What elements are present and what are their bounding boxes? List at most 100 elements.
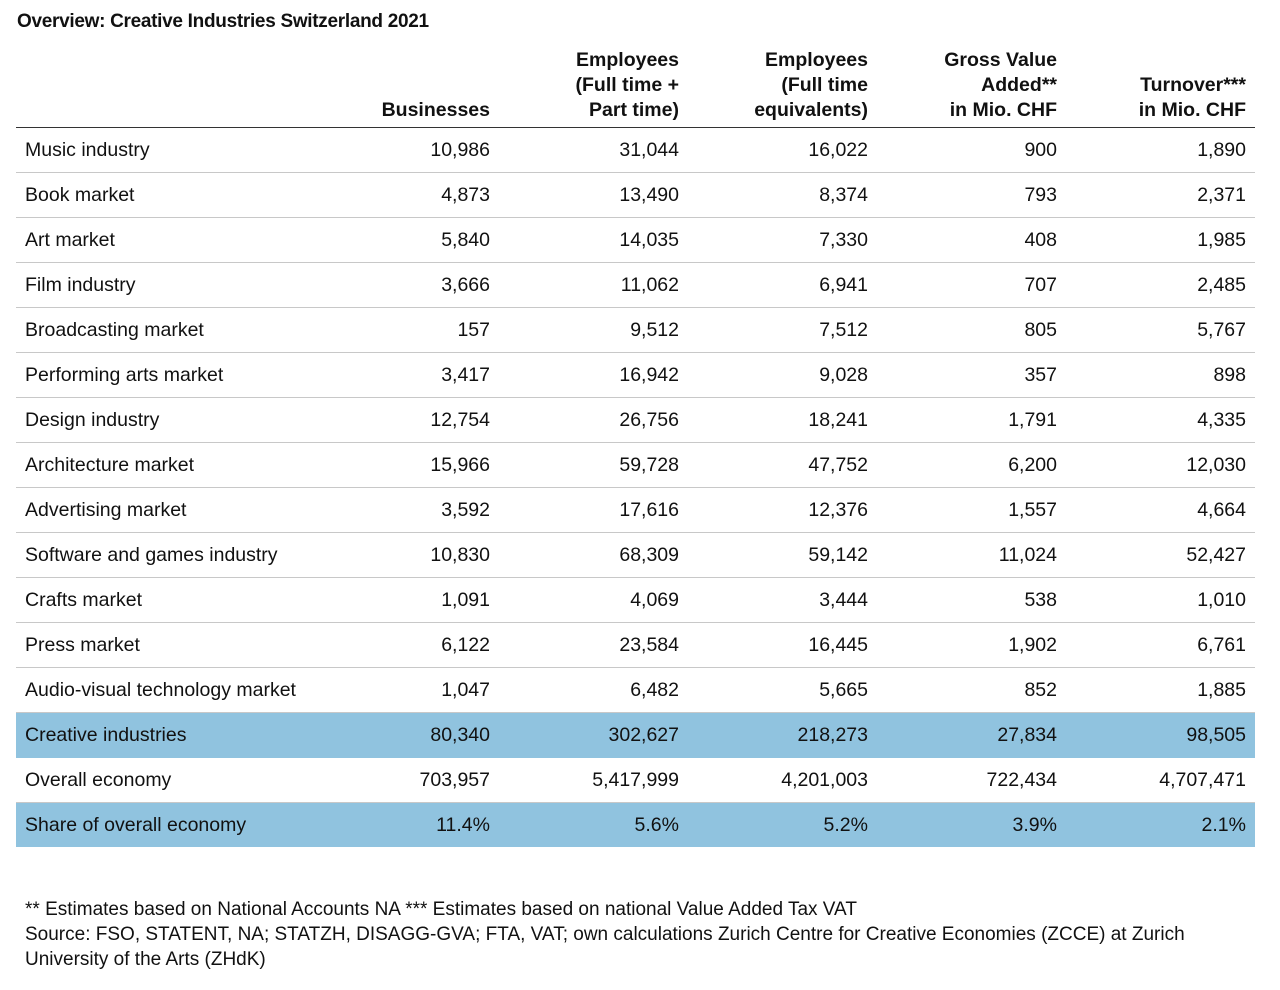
value-cell: 3,444 bbox=[688, 577, 877, 623]
row-label: Press market bbox=[16, 622, 316, 668]
value-cell: 7,512 bbox=[688, 307, 877, 353]
value-cell: 707 bbox=[877, 262, 1066, 308]
table-body: Music industry 10,986 31,044 16,022 900 1,890… bbox=[16, 127, 1255, 847]
row-label: Audio-visual technology market bbox=[16, 667, 316, 713]
value-cell: 4,201,003 bbox=[688, 757, 877, 803]
value-cell: 805 bbox=[877, 307, 1066, 353]
table-row: Art market 5,840 14,035 7,330 408 1,985 bbox=[16, 217, 1255, 263]
value-cell: 1,791 bbox=[877, 397, 1066, 443]
table-row: Share of overall economy 11.4% 5.6% 5.2% 3.9… bbox=[16, 802, 1255, 847]
value-cell: 3.9% bbox=[877, 802, 1066, 847]
value-cell: 14,035 bbox=[499, 217, 688, 263]
value-cell: 12,030 bbox=[1066, 442, 1255, 488]
table-row: Overall economy 703,957 5,417,999 4,201,003… bbox=[16, 757, 1255, 803]
value-cell: 703,957 bbox=[316, 757, 499, 803]
value-cell: 6,122 bbox=[316, 622, 499, 668]
value-cell: 5,840 bbox=[316, 217, 499, 263]
value-cell: 1,985 bbox=[1066, 217, 1255, 263]
value-cell: 3,666 bbox=[316, 262, 499, 308]
table-row: Advertising market 3,592 17,616 12,376 1,557… bbox=[16, 487, 1255, 533]
row-label: Film industry bbox=[16, 262, 316, 308]
row-label: Creative industries bbox=[16, 712, 316, 758]
value-cell: 5,767 bbox=[1066, 307, 1255, 353]
value-cell: 1,890 bbox=[1066, 127, 1255, 173]
value-cell: 68,309 bbox=[499, 532, 688, 578]
value-cell: 3,417 bbox=[316, 352, 499, 398]
value-cell: 1,885 bbox=[1066, 667, 1255, 713]
row-label: Performing arts market bbox=[16, 352, 316, 398]
table-row: Crafts market 1,091 4,069 3,444 538 1,010 bbox=[16, 577, 1255, 623]
row-label: Advertising market bbox=[16, 487, 316, 533]
value-cell: 16,022 bbox=[688, 127, 877, 173]
table-row: Software and games industry 10,830 68,309 5… bbox=[16, 532, 1255, 578]
value-cell: 23,584 bbox=[499, 622, 688, 668]
value-cell: 218,273 bbox=[688, 712, 877, 758]
row-label: Book market bbox=[16, 172, 316, 218]
value-cell: 898 bbox=[1066, 352, 1255, 398]
value-cell: 26,756 bbox=[499, 397, 688, 443]
header-cell bbox=[16, 48, 316, 128]
table-row: Audio-visual technology market 1,047 6,482… bbox=[16, 667, 1255, 713]
value-cell: 11,024 bbox=[877, 532, 1066, 578]
value-cell: 157 bbox=[316, 307, 499, 353]
value-cell: 5,417,999 bbox=[499, 757, 688, 803]
value-cell: 408 bbox=[877, 217, 1066, 263]
value-cell: 6,482 bbox=[499, 667, 688, 713]
row-label: Overall economy bbox=[16, 757, 316, 803]
footnotes: ** Estimates based on National Accounts … bbox=[25, 897, 1240, 972]
value-cell: 538 bbox=[877, 577, 1066, 623]
value-cell: 98,505 bbox=[1066, 712, 1255, 758]
row-label: Art market bbox=[16, 217, 316, 263]
value-cell: 900 bbox=[877, 127, 1066, 173]
column-header: Turnover*** in Mio. CHF bbox=[1066, 48, 1255, 128]
value-cell: 52,427 bbox=[1066, 532, 1255, 578]
value-cell: 15,966 bbox=[316, 442, 499, 488]
value-cell: 16,942 bbox=[499, 352, 688, 398]
value-cell: 6,761 bbox=[1066, 622, 1255, 668]
value-cell: 8,374 bbox=[688, 172, 877, 218]
table-row: Broadcasting market 157 9,512 7,512 805 5,767 bbox=[16, 307, 1255, 353]
value-cell: 80,340 bbox=[316, 712, 499, 758]
table-row: Performing arts market 3,417 16,942 9,028 35… bbox=[16, 352, 1255, 398]
value-cell: 27,834 bbox=[877, 712, 1066, 758]
value-cell: 1,010 bbox=[1066, 577, 1255, 623]
value-cell: 5.2% bbox=[688, 802, 877, 847]
source-note: Source: FSO, STATENT, NA; STATZH, DISAGG… bbox=[25, 924, 1185, 970]
column-header: Employees (Full time equivalents) bbox=[688, 48, 877, 128]
value-cell: 18,241 bbox=[688, 397, 877, 443]
value-cell: 12,754 bbox=[316, 397, 499, 443]
column-header: Businesses bbox=[316, 48, 499, 128]
row-label: Crafts market bbox=[16, 577, 316, 623]
table-row: Music industry 10,986 31,044 16,022 900 1,890 bbox=[16, 127, 1255, 173]
value-cell: 2,485 bbox=[1066, 262, 1255, 308]
value-cell: 1,902 bbox=[877, 622, 1066, 668]
table-title: Overview: Creative Industries Switzerlan… bbox=[17, 11, 429, 32]
value-cell: 4,664 bbox=[1066, 487, 1255, 533]
value-cell: 6,200 bbox=[877, 442, 1066, 488]
value-cell: 2.1% bbox=[1066, 802, 1255, 847]
value-cell: 4,707,471 bbox=[1066, 757, 1255, 803]
value-cell: 1,091 bbox=[316, 577, 499, 623]
value-cell: 357 bbox=[877, 352, 1066, 398]
row-label: Design industry bbox=[16, 397, 316, 443]
table-row: Press market 6,122 23,584 16,445 1,902 6,761 bbox=[16, 622, 1255, 668]
value-cell: 9,512 bbox=[499, 307, 688, 353]
value-cell: 722,434 bbox=[877, 757, 1066, 803]
row-label: Software and games industry bbox=[16, 532, 316, 578]
value-cell: 10,986 bbox=[316, 127, 499, 173]
value-cell: 31,044 bbox=[499, 127, 688, 173]
value-cell: 852 bbox=[877, 667, 1066, 713]
column-header: Employees (Full time + Part time) bbox=[499, 48, 688, 128]
value-cell: 2,371 bbox=[1066, 172, 1255, 218]
table-row: Design industry 12,754 26,756 18,241 1,791 4,… bbox=[16, 397, 1255, 443]
value-cell: 1,557 bbox=[877, 487, 1066, 533]
value-cell: 4,335 bbox=[1066, 397, 1255, 443]
value-cell: 11,062 bbox=[499, 262, 688, 308]
row-label: Music industry bbox=[16, 127, 316, 173]
value-cell: 10,830 bbox=[316, 532, 499, 578]
value-cell: 13,490 bbox=[499, 172, 688, 218]
value-cell: 7,330 bbox=[688, 217, 877, 263]
footnote: ** Estimates based on National Accounts … bbox=[25, 899, 857, 920]
value-cell: 4,873 bbox=[316, 172, 499, 218]
